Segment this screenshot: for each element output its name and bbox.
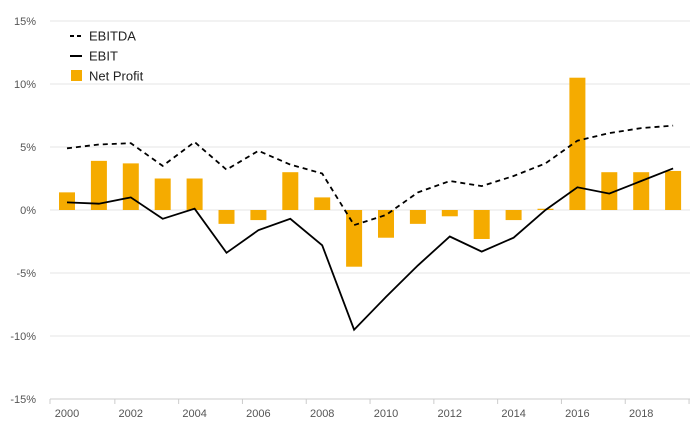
net-profit-bar <box>378 210 394 238</box>
x-tick-label: 2010 <box>374 408 398 420</box>
net-profit-bar <box>90 160 107 210</box>
net-profit-bar <box>601 172 618 210</box>
x-tick-label: 2004 <box>182 408 206 420</box>
x-tick-label: 2012 <box>438 408 462 420</box>
grid <box>50 20 690 400</box>
net-profit-bar <box>346 210 363 267</box>
net-profit-bar <box>314 197 331 210</box>
net-profit-bar <box>282 172 299 210</box>
net-profit-bar <box>441 210 458 217</box>
net-profit-bar <box>59 192 75 210</box>
ebit-line <box>66 167 674 332</box>
x-tick-label: 2016 <box>565 408 589 420</box>
net-profit-bar <box>122 163 139 210</box>
net-profit-bar <box>665 170 682 210</box>
x-tick-label: 2002 <box>119 408 143 420</box>
y-axis-ticks: 15% 10% 5% 0% -5% -10% -15% <box>10 16 36 406</box>
net-profit-bar <box>250 210 267 221</box>
y-tick-label: -10% <box>10 331 36 343</box>
net-profit-bar <box>186 178 203 210</box>
y-tick-label: 0% <box>20 205 36 217</box>
net-profit-bar <box>218 210 235 224</box>
legend-label: EBITDA <box>89 29 136 44</box>
x-tick-label: 2018 <box>629 408 653 420</box>
series-lines <box>66 124 674 332</box>
x-tick-label: 2006 <box>246 408 270 420</box>
legend-label: Net Profit <box>89 69 144 84</box>
y-tick-label: 5% <box>20 142 36 154</box>
legend-label: EBIT <box>89 49 118 64</box>
y-tick-label: -15% <box>10 394 36 406</box>
net-profit-bar <box>154 178 171 210</box>
x-tick-label: 2000 <box>55 408 79 420</box>
x-axis: 2000 2002 2004 2006 2008 2010 2012 2014 2016 2018 <box>49 398 690 420</box>
net-profit-bar <box>409 210 426 224</box>
y-tick-label: -5% <box>16 268 36 280</box>
y-tick-label: 15% <box>14 16 36 28</box>
net-profit-bar <box>569 77 586 210</box>
legend-swatch-net-profit <box>71 70 82 81</box>
net-profit-bar <box>505 210 522 221</box>
net-profit-bars <box>59 77 682 267</box>
legend: EBITDA EBIT Net Profit <box>70 29 144 84</box>
x-tick-label: 2014 <box>501 408 525 420</box>
net-profit-bar <box>473 210 490 239</box>
x-tick-label: 2008 <box>310 408 334 420</box>
ebitda-line <box>66 124 674 227</box>
y-tick-label: 10% <box>14 79 36 91</box>
